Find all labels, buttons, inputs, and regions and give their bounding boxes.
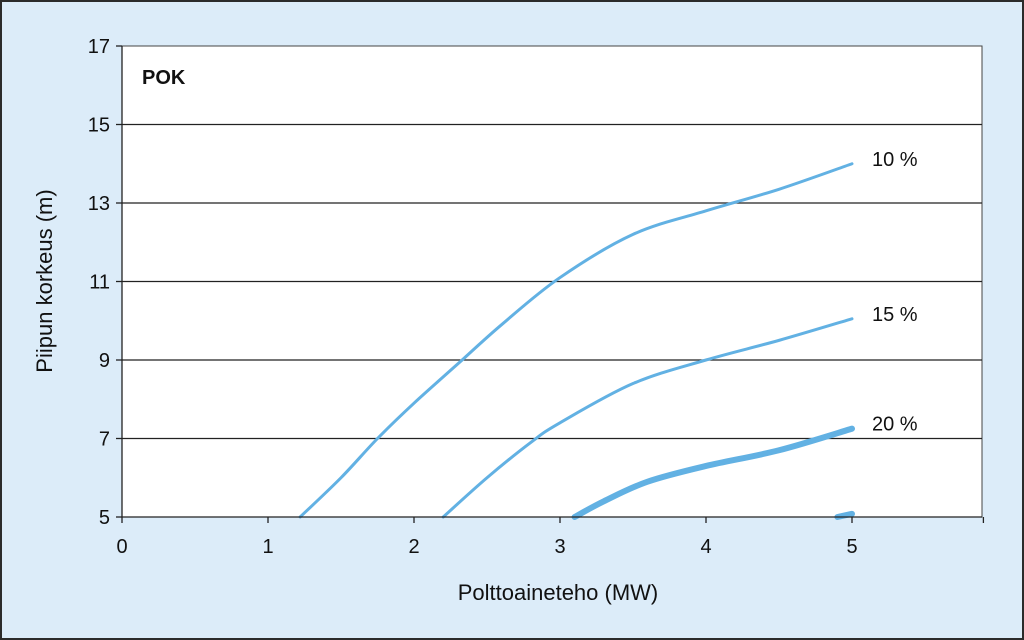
grid <box>122 123 982 440</box>
x-tick-label: 0 <box>116 536 127 558</box>
x-tick-label: 2 <box>408 536 419 558</box>
series-layer: 10 % 15 % 20 % <box>298 149 918 520</box>
plot-label: POK <box>142 67 186 89</box>
series-line-1 <box>298 162 854 519</box>
y-tick-label: 7 <box>99 429 110 451</box>
y-axis-label: Piipun korkeus (m) <box>32 189 57 372</box>
x-axis-label: Polttoaineteho (MW) <box>458 580 659 605</box>
series-label: 10 % <box>872 149 918 171</box>
y-tick-label: 5 <box>99 507 110 529</box>
series-line-2 <box>441 317 854 519</box>
y-tick-label: 13 <box>88 193 110 215</box>
x-tick-label: 4 <box>700 536 711 558</box>
axes: 5 7 9 11 13 15 17 0 1 2 3 4 5 <box>88 36 985 558</box>
x-tick-label: 1 <box>262 536 273 558</box>
y-tick-label: 9 <box>99 350 110 372</box>
x-tick-label: 3 <box>554 536 565 558</box>
series-label: 20 % <box>872 414 918 436</box>
series-label: 15 % <box>872 304 918 326</box>
x-tick-label: 5 <box>846 536 857 558</box>
y-tick-label: 17 <box>88 36 110 58</box>
series-line-3 <box>571 425 855 520</box>
y-tick-label: 15 <box>88 115 110 137</box>
y-tick-label: 11 <box>89 272 110 294</box>
